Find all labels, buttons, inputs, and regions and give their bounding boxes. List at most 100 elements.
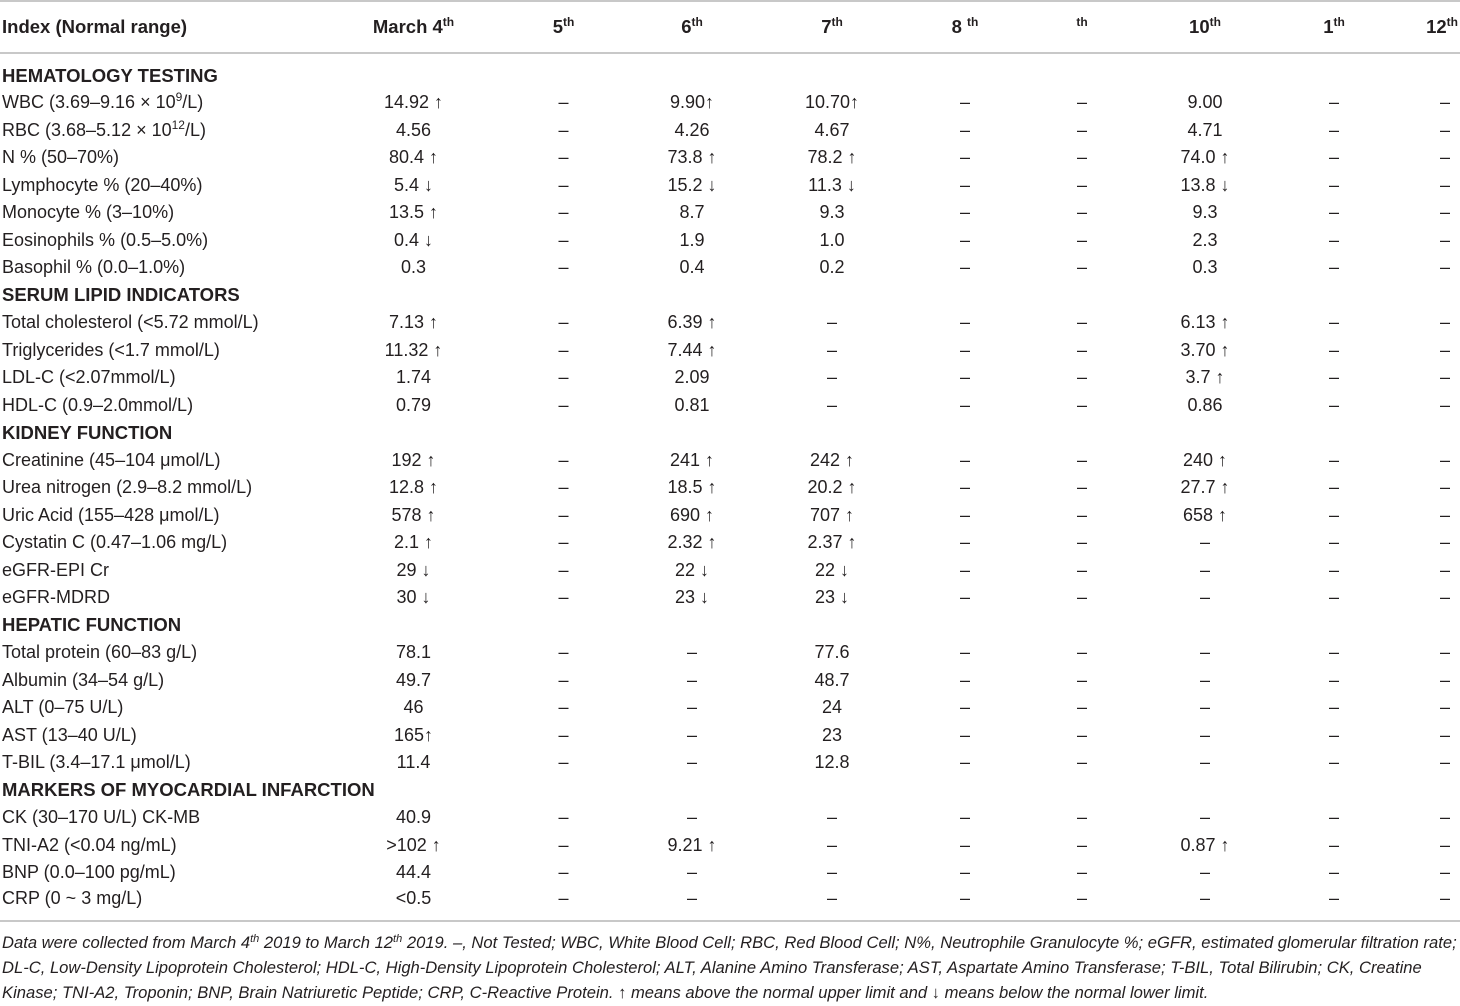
cell-value: – bbox=[1439, 119, 1450, 140]
cell-value: – bbox=[959, 807, 970, 828]
cell-value: – bbox=[558, 312, 569, 333]
cell-value: – bbox=[1328, 367, 1339, 388]
cell-value: – bbox=[1076, 587, 1087, 608]
cell-value: – bbox=[1076, 724, 1087, 745]
row-label: Lymphocyte % (20–40%) bbox=[0, 172, 322, 200]
cell-value: – bbox=[1199, 752, 1210, 773]
footnote-text-1: Data were collected from March 4 bbox=[2, 933, 251, 952]
cell-value: 5.4 ↓ bbox=[393, 174, 434, 195]
column-header-sup: th bbox=[562, 15, 575, 29]
cell-value: 8.7 bbox=[679, 202, 705, 223]
cell-value: – bbox=[686, 642, 697, 663]
cell-value: 165↑ bbox=[393, 724, 434, 745]
row-label: Urea nitrogen (2.9–8.2 mmol/L) bbox=[0, 474, 322, 502]
cell-value: 74.0 ↑ bbox=[1180, 147, 1230, 168]
row-label-text: Urea nitrogen (2.9–8.2 mmol/L) bbox=[2, 477, 253, 498]
cell-value: – bbox=[1328, 339, 1339, 360]
cell-value: – bbox=[622, 886, 762, 922]
row-label-text: eGFR-MDRD bbox=[2, 587, 110, 608]
row-label-tail: /L) bbox=[182, 92, 204, 113]
column-header-text: March 4 bbox=[372, 16, 443, 37]
cell-value: 22 ↓ bbox=[674, 559, 710, 580]
cell-value: – bbox=[959, 229, 970, 250]
cell-value: 11.3 ↓ bbox=[808, 174, 856, 195]
table-row: Albumin (34–54 g/L) 49.7 – – 48.7 – – – – – bbox=[0, 667, 1460, 695]
cell-value: – bbox=[1439, 532, 1450, 553]
row-label-text: Cystatin C (0.47–1.06 mg/L) bbox=[2, 532, 228, 553]
column-header-date: 8 th bbox=[902, 0, 1028, 54]
row-label-text: AST (13–40 U/L) bbox=[2, 724, 137, 745]
cell-value: – bbox=[1199, 862, 1210, 883]
column-header-text: Index (Normal range) bbox=[2, 16, 188, 37]
column-header-date: 10th bbox=[1136, 0, 1274, 54]
cell-value: 0.3 bbox=[1192, 257, 1218, 278]
column-header-date: th bbox=[1028, 0, 1136, 54]
cell-value: – bbox=[686, 697, 697, 718]
column-header-index: Index (Normal range) bbox=[0, 0, 322, 54]
table-row: WBC (3.69–9.16 × 109/L) 14.92 ↑ – 9.90↑ 10.7… bbox=[0, 89, 1460, 117]
cell-value: – bbox=[1439, 477, 1450, 498]
column-header-date: 1th bbox=[1274, 0, 1394, 54]
table-row: Monocyte % (3–10%) 13.5 ↑ – 8.7 9.3 – – 9.3 – – bbox=[0, 199, 1460, 227]
footnote-sup-1: th bbox=[250, 933, 260, 945]
cell-value: – bbox=[959, 367, 970, 388]
row-label: eGFR-MDRD bbox=[0, 584, 322, 612]
cell-value: – bbox=[959, 834, 970, 855]
footnote-text-3: 2019. –, Not Tested; WBC, White Blood Ce… bbox=[2, 933, 1457, 1002]
cell-value: – bbox=[959, 312, 970, 333]
cell-value: 0.2 bbox=[819, 257, 845, 278]
cell-value: – bbox=[959, 174, 970, 195]
cell-value: 11.32 ↑ bbox=[384, 339, 443, 360]
cell-value: – bbox=[558, 559, 569, 580]
row-label: CK (30–170 U/L) CK-MB bbox=[0, 804, 322, 832]
cell-value: 240 ↑ bbox=[1182, 449, 1228, 470]
cell-value: – bbox=[826, 862, 837, 883]
cell-value: – bbox=[558, 669, 569, 690]
cell-value: – bbox=[959, 697, 970, 718]
cell-value: – bbox=[558, 587, 569, 608]
cell-value: – bbox=[959, 92, 970, 113]
cell-value: – bbox=[1076, 807, 1087, 828]
row-label-sup: 12 bbox=[171, 117, 185, 132]
row-label: HDL-C (0.9–2.0mmol/L) bbox=[0, 392, 322, 420]
table-row: AST (13–40 U/L) 165↑ – – 23 – – – – – bbox=[0, 722, 1460, 750]
cell-value: – bbox=[1274, 886, 1394, 922]
cell-value: – bbox=[686, 669, 697, 690]
cell-value: – bbox=[1328, 147, 1339, 168]
row-label-text: Creatinine (45–104 μmol/L) bbox=[2, 449, 221, 470]
cell-value: – bbox=[959, 477, 970, 498]
cell-value: – bbox=[1328, 504, 1339, 525]
column-header-date: 7th bbox=[762, 0, 902, 54]
table-row: ALT (0–75 U/L) 46 – – 24 – – – – – bbox=[0, 694, 1460, 722]
cell-value: – bbox=[826, 834, 837, 855]
table-row: N % (50–70%) 80.4 ↑ – 73.8 ↑ 78.2 ↑ – – 74.0 ↑ –… bbox=[0, 144, 1460, 172]
cell-value: – bbox=[959, 532, 970, 553]
cell-value: 27.7 ↑ bbox=[1180, 477, 1230, 498]
cell-value: 2.32 ↑ bbox=[667, 532, 717, 553]
table-footnote: Data were collected from March 4th 2019 … bbox=[2, 930, 1458, 1005]
cell-value: 707 ↑ bbox=[809, 504, 855, 525]
cell-value: – bbox=[1076, 367, 1087, 388]
row-label: BNP (0.0–100 pg/mL) bbox=[0, 859, 322, 887]
cell-value: – bbox=[1076, 119, 1087, 140]
cell-value: 40.9 bbox=[395, 807, 432, 828]
cell-value: – bbox=[1439, 339, 1450, 360]
cell-value: 1.74 bbox=[395, 367, 432, 388]
cell-value: – bbox=[1439, 807, 1450, 828]
cell-value: – bbox=[558, 257, 569, 278]
table-row: RBC (3.68–5.12 × 1012/L) 4.56 – 4.26 4.67 – – 4… bbox=[0, 117, 1460, 145]
row-label-text: Monocyte % (3–10%) bbox=[2, 202, 175, 223]
footnote-sup-2: th bbox=[393, 933, 403, 945]
cell-value: 3.70 ↑ bbox=[1180, 339, 1230, 360]
cell-value: 3.7 ↑ bbox=[1185, 367, 1225, 388]
cell-value: 23 ↓ bbox=[674, 587, 710, 608]
cell-value: 9.21 ↑ bbox=[667, 834, 717, 855]
column-header-sup: th bbox=[442, 15, 455, 29]
cell-value: – bbox=[959, 202, 970, 223]
row-label-text: CK (30–170 U/L) CK-MB bbox=[2, 807, 201, 828]
row-label: TNI-A2 (<0.04 ng/mL) bbox=[0, 832, 322, 860]
cell-value: 13.5 ↑ bbox=[388, 202, 439, 223]
cell-value: 13.8 ↓ bbox=[1180, 174, 1230, 195]
cell-value: 9.3 bbox=[819, 202, 845, 223]
cell-value: – bbox=[558, 174, 569, 195]
